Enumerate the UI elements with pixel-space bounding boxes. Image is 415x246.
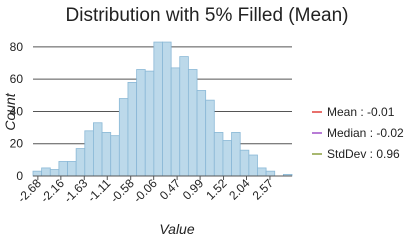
x-axis-label: Value <box>159 221 195 237</box>
bar <box>84 130 94 177</box>
chart-title: Distribution with 5% Filled (Mean) <box>66 5 349 26</box>
bar <box>110 135 120 177</box>
bar <box>118 98 129 177</box>
bar <box>265 170 276 177</box>
bar <box>49 169 60 177</box>
y-axis-label: Count <box>2 92 18 130</box>
bar <box>67 161 77 177</box>
legend-label: Mean : -0.01 <box>327 105 395 119</box>
bar <box>196 90 207 177</box>
bar <box>41 167 51 177</box>
bar <box>170 67 181 177</box>
bar <box>127 82 138 177</box>
bar <box>257 167 267 177</box>
x-tick-label: -0.58 <box>108 176 137 205</box>
bar <box>75 148 86 177</box>
bar <box>239 149 250 177</box>
bar <box>162 41 172 177</box>
bar <box>231 132 241 177</box>
x-tick-label: -2.16 <box>38 176 67 205</box>
legend-label: Median : -0.02 <box>327 126 404 140</box>
bar <box>248 154 258 177</box>
y-tick-label: 20 <box>10 137 24 151</box>
bar <box>179 56 189 177</box>
x-tick-label: 2.57 <box>250 176 277 203</box>
x-tick-label: -1.11 <box>85 176 114 205</box>
bar <box>136 69 146 177</box>
x-tick-label: -0.06 <box>131 176 160 205</box>
x-tick-label: 0.99 <box>180 176 207 203</box>
y-tick-label: 0 <box>16 169 23 183</box>
bar <box>58 161 68 177</box>
bar <box>101 132 112 177</box>
x-tick-label: 2.04 <box>226 176 253 203</box>
x-tick-label: 0.47 <box>157 176 184 203</box>
bar <box>205 99 215 177</box>
bar <box>144 70 155 177</box>
bar <box>213 132 224 177</box>
y-tick-label: 60 <box>10 72 24 86</box>
x-tick-label: 1.52 <box>203 176 230 203</box>
x-tick-label: -1.63 <box>61 176 90 205</box>
y-tick-label: 40 <box>10 104 24 118</box>
bar <box>32 170 43 177</box>
bar <box>93 122 103 177</box>
bar <box>222 140 232 177</box>
bar <box>187 69 198 177</box>
bar <box>153 41 163 177</box>
legend-label: StdDev : 0.96 <box>327 147 400 161</box>
y-tick-label: 80 <box>10 40 24 54</box>
